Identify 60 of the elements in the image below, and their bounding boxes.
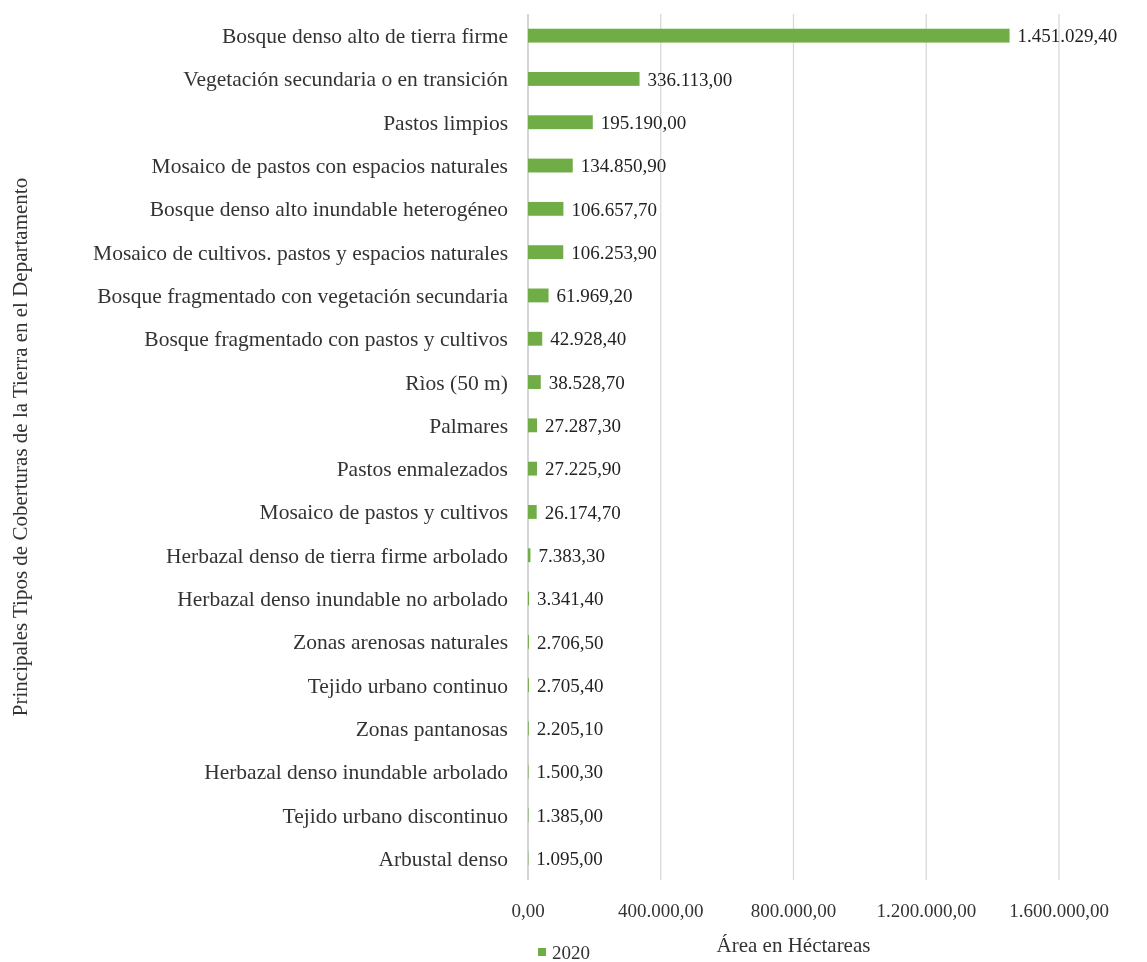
- data-label: 1.451.029,40: [1017, 25, 1118, 47]
- x-axis-title: Área en Héctareas: [716, 933, 871, 957]
- y-tick-label: Tejido urbano discontinuo: [282, 803, 508, 828]
- data-label: 61.969,20: [556, 285, 633, 307]
- y-tick-label: Vegetación secundaria o en transición: [183, 67, 509, 92]
- x-tick-label: 1.200.000,00: [876, 900, 977, 921]
- y-tick-label: Mosaico de pastos con espacios naturales: [151, 154, 508, 179]
- data-label: 106.657,70: [571, 198, 657, 220]
- bar: [528, 375, 541, 389]
- y-tick-label: Mosaico de cultivos. pastos y espacios naturales: [93, 240, 508, 265]
- y-tick-label: Herbazal denso inundable no arbolado: [177, 587, 508, 612]
- bar: [528, 201, 564, 216]
- legend-label: 2020: [552, 941, 590, 962]
- bar: [528, 505, 537, 519]
- data-label: 27.287,30: [545, 415, 622, 436]
- bar: [528, 245, 564, 260]
- y-tick-label: Herbazal denso de tierra firme arbolado: [165, 543, 508, 568]
- data-label: 7.383,30: [538, 544, 605, 566]
- y-tick-label: Zonas pantanosas: [355, 716, 508, 741]
- data-label: 336.113,00: [647, 68, 733, 90]
- bar: [528, 115, 593, 130]
- x-tick-label: 0,00: [511, 900, 545, 921]
- data-label: 1.385,00: [536, 804, 603, 826]
- data-label: 2.706,50: [536, 631, 604, 653]
- x-tick-label: 400.000,00: [618, 900, 704, 921]
- data-label: 42.928,40: [550, 328, 627, 350]
- y-tick-label: Bosque denso alto de tierra firme: [222, 24, 508, 49]
- y-tick-label: Palmares: [429, 413, 508, 438]
- bar: [528, 158, 573, 173]
- data-label: 1.500,30: [536, 761, 603, 783]
- bar: [528, 72, 640, 86]
- data-label: 27.225,90: [545, 458, 622, 480]
- data-label: 1.095,00: [536, 848, 603, 869]
- y-tick-label: Bosque fragmentado con pastos y cultivos: [144, 327, 508, 352]
- y-tick-label: Tejido urbano continuo: [307, 673, 508, 698]
- y-tick-label: Rìos (50 m): [405, 370, 508, 395]
- data-label: 2.705,40: [536, 674, 604, 696]
- data-label: 195.190,00: [600, 111, 687, 133]
- y-tick-label: Pastos enmalezados: [336, 457, 508, 482]
- x-tick-label: 800.000,00: [750, 900, 837, 921]
- y-tick-label: Herbazal denso inundable arbolado: [204, 760, 508, 785]
- bar: [528, 28, 1010, 43]
- y-tick-label: Arbustal denso: [378, 846, 508, 871]
- bar: [528, 331, 543, 346]
- data-label: 106.253,90: [571, 241, 657, 263]
- data-label: 26.174,70: [544, 501, 621, 523]
- y-tick-label: Bosque denso alto inundable heterogéneo: [149, 197, 508, 222]
- y-tick-label: Bosque fragmentado con vegetación secundaria: [97, 283, 509, 308]
- y-axis-title: Principales Tipos de Coberturas de la Tierra en el Departamento: [8, 177, 32, 717]
- x-tick-label: 1.600.000,00: [1009, 900, 1109, 921]
- bar: [528, 418, 538, 433]
- bar: [528, 461, 538, 476]
- data-label: 134.850,90: [580, 155, 667, 177]
- data-label: 2.205,10: [536, 718, 604, 740]
- y-tick-label: Zonas arenosas naturales: [293, 630, 508, 655]
- y-tick-label: Mosaico de pastos y cultivos: [259, 500, 508, 525]
- data-label: 38.528,70: [548, 371, 625, 393]
- bar: [528, 288, 549, 303]
- y-tick-label: Pastos limpios: [383, 110, 508, 135]
- data-label: 3.341,40: [537, 588, 604, 610]
